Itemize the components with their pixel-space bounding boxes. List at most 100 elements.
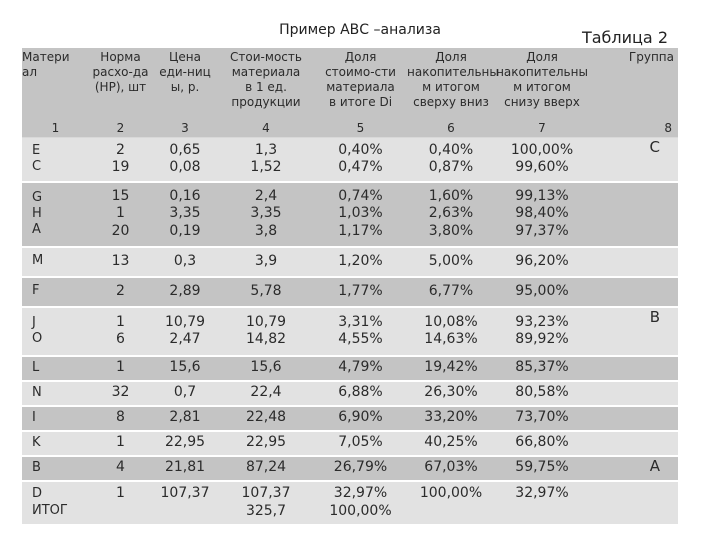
value-cell: 32	[89, 380, 152, 407]
cell-line	[152, 503, 218, 521]
value-cell: 0,40% 0,87%	[407, 137, 495, 183]
value-cell: 107,37 325,7	[218, 480, 314, 526]
value-cell: 0,74% 1,03% 1,17%	[314, 181, 407, 248]
cell-line: M	[32, 253, 44, 269]
value-cell: 1	[89, 430, 152, 457]
column-header: Доля стоимо-сти материала в итоге Di	[314, 48, 407, 120]
value-cell: 33,20%	[407, 405, 495, 432]
cell-line: 2,63%	[428, 205, 474, 222]
cell-line: 1	[116, 434, 125, 451]
cell-line: снизу вверх	[504, 95, 580, 109]
value-cell: 67,03%	[407, 455, 495, 482]
cell-line: 15,6	[250, 359, 282, 376]
cell-line: 8	[116, 409, 125, 426]
value-cell: 1	[89, 355, 152, 382]
value-cell: 26,79%	[314, 455, 407, 482]
column-header: Норма расхо-да (НР), шт	[89, 48, 152, 120]
cell-line	[589, 482, 660, 501]
cell-line: 40,25%	[424, 434, 478, 451]
cell-line: 2,89	[169, 282, 201, 299]
cell-line: 3,80%	[428, 222, 474, 239]
cell-line: (НР), шт	[94, 80, 147, 94]
cell-line: сверху вниз	[413, 95, 489, 109]
cell-line: ы, р.	[170, 80, 200, 94]
cell-line: 32,97%	[515, 485, 569, 501]
value-cell: 6,77%	[407, 276, 495, 308]
cell-line: 325,7	[245, 502, 287, 519]
value-cell: 99,13% 98,40% 97,37%	[495, 181, 589, 248]
cell-line: 0,47%	[338, 159, 383, 176]
table-row: L 1 15,6 15,6 4,79% 19,42% 85,37%	[22, 355, 678, 382]
value-cell: 7,05%	[314, 430, 407, 457]
cell-line: 0,40%	[428, 141, 474, 158]
column-header: Матери ал	[22, 48, 89, 120]
value-cell: 21,81	[152, 455, 218, 482]
group-cell	[589, 246, 678, 278]
column-number: 4	[218, 120, 314, 138]
value-cell: 5,00%	[407, 246, 495, 278]
cell-line: 1,03%	[338, 205, 383, 222]
cell-line: 32,97%	[333, 485, 388, 501]
cell-line: 22,48	[245, 409, 287, 426]
table-row: B 4 21,81 87,24 26,79% 67,03% 59,75% A	[22, 455, 678, 482]
value-cell: 93,23% 89,92%	[495, 306, 589, 357]
cell-line: 3,8	[254, 222, 278, 239]
table-row: M 13 0,3 3,9 1,20% 5,00% 96,20%	[22, 246, 678, 278]
cell-line: Цена	[169, 50, 201, 64]
material-cell: N	[22, 380, 89, 407]
value-cell: 0,7	[152, 380, 218, 407]
cell-line: 22,95	[164, 434, 206, 451]
table-row: G H A 15 1 20 0,16 3,35 0,19 2,4 3,35 3,8 0,74% 1,03%…	[22, 181, 678, 248]
cell-line: A	[32, 222, 41, 238]
value-cell: 2	[89, 276, 152, 308]
cell-line: 0,74%	[338, 187, 383, 204]
cell-line: 100,00%	[510, 141, 574, 158]
cell-line: 85,37%	[515, 359, 569, 376]
value-cell: 22,95	[218, 430, 314, 457]
cell-line: H	[32, 205, 42, 221]
cell-line: 99,13%	[515, 187, 569, 204]
value-cell: 95,00%	[495, 276, 589, 308]
group-cell	[589, 276, 678, 308]
cell-line: G	[32, 189, 43, 205]
value-cell: 1,60% 2,63% 3,80%	[407, 181, 495, 248]
cell-line	[589, 357, 660, 376]
cell-line: еди-ниц	[159, 65, 211, 79]
abc-analysis-table: Матери ал Норма расхо-да (НР), шт Цена еди-ниц…	[22, 48, 678, 526]
cell-line: стоимо-сти	[325, 65, 396, 79]
table-row: E C 2 19 0,65 0,08 1,3 1,52 0,40% 0,47% 0,40% 0,87%…	[22, 137, 678, 183]
column-number: 8	[589, 120, 678, 138]
value-cell: 19,42%	[407, 355, 495, 382]
cell-line: м итогом	[422, 80, 480, 94]
cell-line	[589, 432, 660, 451]
column-number: 7	[495, 120, 589, 138]
group-cell: C	[589, 137, 678, 183]
cell-line: 107,37	[160, 485, 210, 501]
cell-line: Норма	[100, 50, 141, 64]
cell-line: 67,03%	[424, 459, 478, 476]
value-cell: 73,70%	[495, 405, 589, 432]
value-cell: 2,4 3,35 3,8	[218, 181, 314, 248]
cell-line: L	[32, 359, 40, 375]
cell-line: 107,37	[241, 485, 291, 501]
table-row: K 1 22,95 22,95 7,05% 40,25% 66,80%	[22, 430, 678, 457]
material-cell: I	[22, 405, 89, 432]
material-cell: D ИТОГ	[22, 480, 89, 526]
cell-line: 100,00%	[329, 502, 392, 519]
value-cell: 13	[89, 246, 152, 278]
cell-line: 1,3	[254, 141, 278, 158]
value-cell: 15,6	[218, 355, 314, 382]
cell-line: F	[32, 283, 40, 299]
cell-line: 0,65	[169, 141, 201, 158]
cell-line: 1,77%	[338, 282, 383, 299]
cell-line: 2	[116, 141, 125, 158]
cell-line: 0,19	[169, 222, 201, 239]
cell-line: 80,58%	[515, 384, 569, 401]
cell-line: 3,35	[169, 205, 201, 222]
value-cell: 10,79 14,82	[218, 306, 314, 357]
cell-line: 1,60%	[428, 187, 474, 204]
value-cell: 26,30%	[407, 380, 495, 407]
